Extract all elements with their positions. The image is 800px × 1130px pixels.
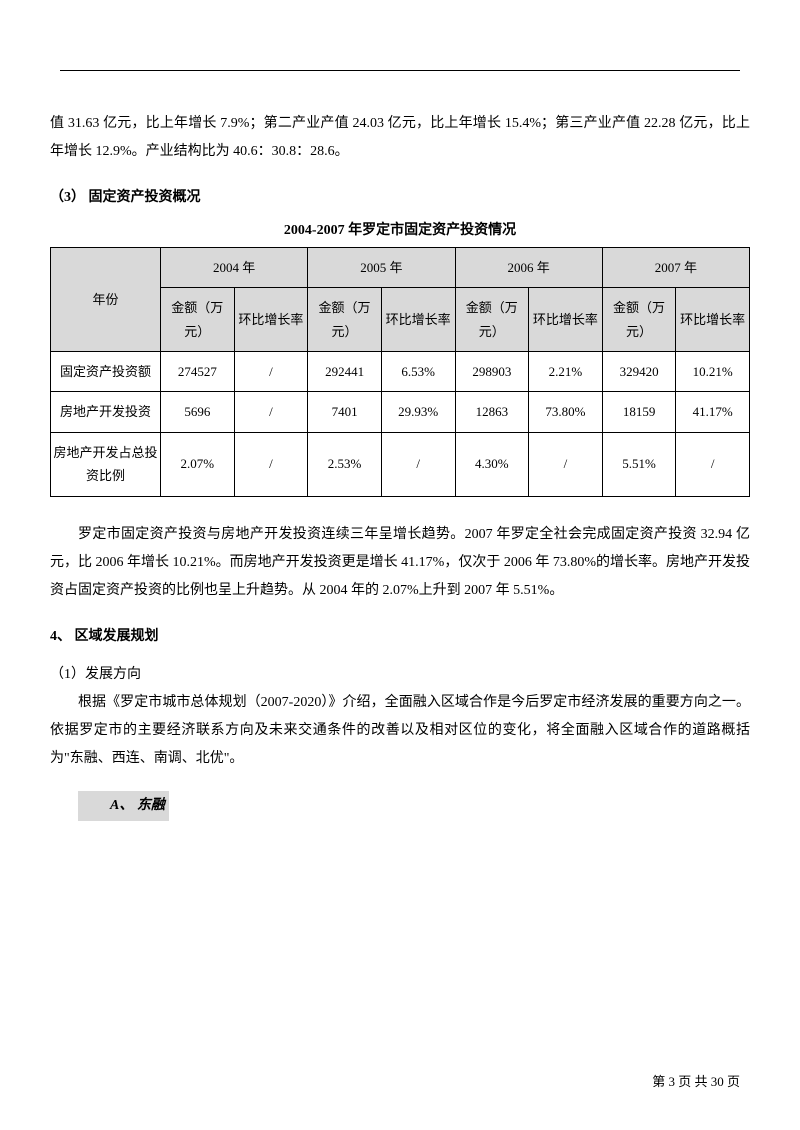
header-2007: 2007 年 — [602, 247, 749, 287]
table-header-row-1: 年份 2004 年 2005 年 2006 年 2007 年 — [51, 247, 750, 287]
plan-paragraph: 根据《罗定市城市总体规划（2007-2020）》介绍，全面融入区域合作是今后罗定… — [50, 689, 750, 773]
cell: / — [676, 432, 750, 496]
cell: 29.93% — [381, 392, 455, 432]
cell: 2.07% — [161, 432, 235, 496]
sub-rate-2: 环比增长率 — [529, 288, 603, 352]
page-content: 值 31.63 亿元，比上年增长 7.9%；第二产业产值 24.03 亿元，比上… — [50, 110, 750, 821]
header-year: 年份 — [51, 247, 161, 351]
cell: 41.17% — [676, 392, 750, 432]
cell: / — [381, 432, 455, 496]
cell: / — [529, 432, 603, 496]
cell: / — [234, 351, 308, 391]
row-label: 固定资产投资额 — [51, 351, 161, 391]
cell: 4.30% — [455, 432, 529, 496]
table-row: 固定资产投资额 274527 / 292441 6.53% 298903 2.2… — [51, 351, 750, 391]
header-2005: 2005 年 — [308, 247, 455, 287]
item-a-label: A、 东融 — [78, 791, 169, 821]
section-4-heading: 4、 区域发展规划 — [50, 623, 750, 651]
row-label: 房地产开发投资 — [51, 392, 161, 432]
section-3-heading: （3） 固定资产投资概况 — [50, 184, 750, 212]
header-2004: 2004 年 — [161, 247, 308, 287]
sub-amount-3: 金额（万元） — [602, 288, 676, 352]
cell: 2.21% — [529, 351, 603, 391]
cell: 292441 — [308, 351, 382, 391]
cell: 5.51% — [602, 432, 676, 496]
cell: 5696 — [161, 392, 235, 432]
sub-amount-0: 金额（万元） — [161, 288, 235, 352]
cell: 298903 — [455, 351, 529, 391]
table-row: 房地产开发占总投资比例 2.07% / 2.53% / 4.30% / 5.51… — [51, 432, 750, 496]
cell: 12863 — [455, 392, 529, 432]
cell: 329420 — [602, 351, 676, 391]
cell: 73.80% — [529, 392, 603, 432]
sub-amount-1: 金额（万元） — [308, 288, 382, 352]
subsection-1-heading: （1）发展方向 — [50, 661, 750, 689]
header-2006: 2006 年 — [455, 247, 602, 287]
table-row: 房地产开发投资 5696 / 7401 29.93% 12863 73.80% … — [51, 392, 750, 432]
analysis-paragraph: 罗定市固定资产投资与房地产开发投资连续三年呈增长趋势。2007 年罗定全社会完成… — [50, 521, 750, 605]
row-label: 房地产开发占总投资比例 — [51, 432, 161, 496]
table-title: 2004-2007 年罗定市固定资产投资情况 — [50, 216, 750, 247]
sub-rate-0: 环比增长率 — [234, 288, 308, 352]
cell: 6.53% — [381, 351, 455, 391]
sub-rate-1: 环比增长率 — [381, 288, 455, 352]
cell: 7401 — [308, 392, 382, 432]
cell: / — [234, 392, 308, 432]
sub-amount-2: 金额（万元） — [455, 288, 529, 352]
cell: 18159 — [602, 392, 676, 432]
cell: 2.53% — [308, 432, 382, 496]
item-a: A、 东融 — [50, 791, 750, 821]
cell: 274527 — [161, 351, 235, 391]
sub-rate-3: 环比增长率 — [676, 288, 750, 352]
header-rule — [60, 70, 740, 71]
investment-table: 年份 2004 年 2005 年 2006 年 2007 年 金额（万元） 环比… — [50, 247, 750, 497]
cell: / — [234, 432, 308, 496]
page-footer: 第 3 页 共 30 页 — [652, 1071, 740, 1090]
cell: 10.21% — [676, 351, 750, 391]
intro-paragraph: 值 31.63 亿元，比上年增长 7.9%；第二产业产值 24.03 亿元，比上… — [50, 110, 750, 166]
